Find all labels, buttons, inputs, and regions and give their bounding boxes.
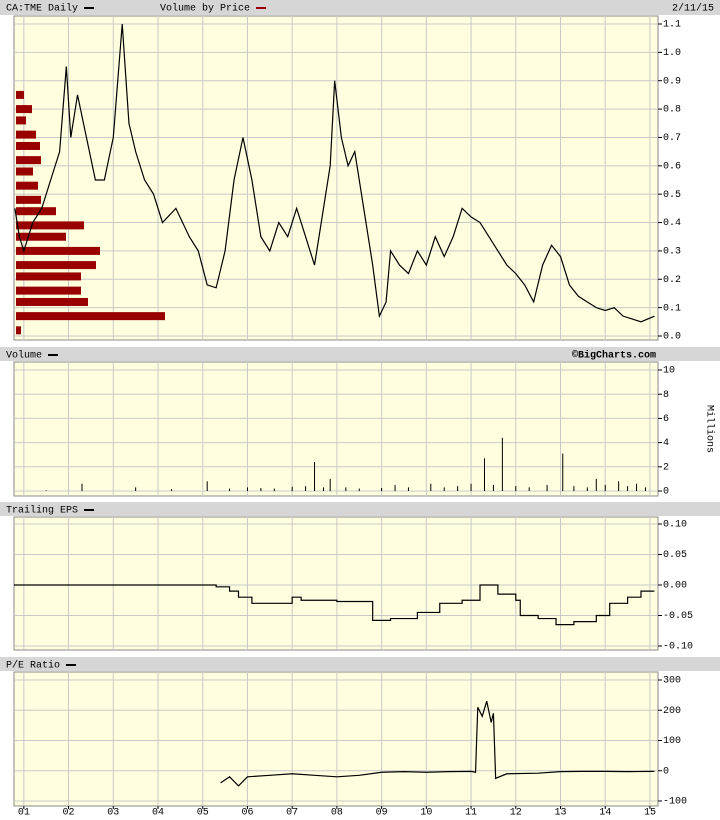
y-tick-label: -100 [663, 797, 687, 808]
y-tick-label: 0.0 [663, 332, 681, 343]
date-label: 2/11/15 [672, 3, 714, 15]
y-tick-label: 0.4 [663, 218, 681, 229]
y-tick-label: 10 [663, 366, 675, 377]
x-tick-label: 14 [599, 808, 611, 819]
y-tick-label: 0.8 [663, 105, 681, 116]
y-tick-label: 0.1 [663, 303, 681, 314]
x-tick-label: 05 [197, 808, 209, 819]
volume-by-price-bar [16, 141, 40, 150]
y-tick-label: 0.10 [663, 520, 687, 531]
x-tick-label: 08 [331, 808, 343, 819]
volume-by-price-bar [16, 156, 41, 165]
x-tick-label: 01 [18, 808, 30, 819]
credit: ©BigCharts.com [572, 350, 656, 362]
y-tick-label: 0.5 [663, 190, 681, 201]
y-tick-label: 1.0 [663, 48, 681, 59]
legend-label: P/E Ratio [6, 660, 60, 672]
y-tick-label: 0 [663, 487, 669, 498]
panel-header [0, 0, 720, 15]
legend-swatch [48, 354, 59, 356]
x-tick-label: 12 [510, 808, 522, 819]
x-tick-label: 15 [644, 808, 656, 819]
volume-by-price-bar [16, 181, 38, 190]
x-tick-label: 02 [63, 808, 75, 819]
y-tick-label: 0.00 [663, 581, 687, 592]
legend-label: Volume [6, 350, 42, 362]
y-axis-label: Millions [703, 405, 715, 453]
y-tick-label: 200 [663, 706, 681, 717]
legend-swatch [66, 664, 77, 666]
y-tick-label: 100 [663, 736, 681, 747]
x-tick-label: 10 [420, 808, 432, 819]
volume-by-price-bar [16, 286, 81, 295]
volume-by-price-bar [16, 232, 66, 241]
volume-by-price-bar [16, 167, 33, 176]
panel-header [0, 502, 720, 516]
series-line [14, 23, 655, 323]
x-tick-label: 11 [465, 808, 477, 819]
x-tick-label: 06 [241, 808, 253, 819]
legend-swatch [84, 7, 95, 9]
volume-by-price-bar [16, 246, 100, 255]
x-tick-label: 03 [107, 808, 119, 819]
y-tick-label: 0 [663, 766, 669, 777]
x-tick-label: 09 [376, 808, 388, 819]
plot-area [13, 516, 659, 651]
y-tick-label: 0.3 [663, 247, 681, 258]
y-tick-label: 0.7 [663, 133, 681, 144]
volume-by-price-bar [16, 297, 88, 306]
plot-area [13, 361, 659, 497]
panel-header [0, 657, 720, 671]
panel-header [0, 347, 720, 361]
series-line [220, 701, 655, 787]
plot-area [13, 15, 659, 341]
x-tick-label: 07 [286, 808, 298, 819]
y-tick-label: -0.05 [663, 611, 693, 622]
x-tick-label: 13 [554, 808, 566, 819]
y-tick-label: 1.1 [663, 20, 681, 31]
legend-swatch [256, 7, 267, 9]
y-tick-label: -0.10 [663, 642, 693, 653]
y-tick-label: 0.9 [663, 76, 681, 87]
series-line [14, 584, 655, 626]
volume-by-price-bar [16, 326, 21, 335]
volume-by-price-bar [16, 221, 84, 230]
y-tick-label: 6 [663, 414, 669, 425]
volume-by-price-bar [16, 312, 165, 321]
volume-by-price-bar [16, 195, 41, 204]
legend-label: Volume by Price [160, 3, 250, 15]
volume-by-price-bar [16, 90, 24, 99]
volume-by-price-bar [16, 207, 56, 216]
volume-by-price-bar [16, 130, 36, 139]
y-tick-label: 0.05 [663, 550, 687, 561]
volume-by-price-bar [16, 261, 96, 270]
y-tick-label: 0.2 [663, 275, 681, 286]
legend-label: Trailing EPS [6, 505, 78, 517]
volume-by-price-bar [16, 116, 26, 125]
y-tick-label: 2 [663, 462, 669, 473]
legend-label: CA:TME Daily [6, 3, 78, 15]
y-tick-label: 8 [663, 390, 669, 401]
volume-by-price-bar [16, 272, 81, 281]
x-tick-label: 04 [152, 808, 164, 819]
legend-swatch [84, 509, 95, 511]
y-tick-label: 0.6 [663, 161, 681, 172]
y-tick-label: 4 [663, 438, 669, 449]
plot-area [13, 671, 659, 807]
y-tick-label: 300 [663, 676, 681, 687]
volume-by-price-bar [16, 105, 32, 114]
